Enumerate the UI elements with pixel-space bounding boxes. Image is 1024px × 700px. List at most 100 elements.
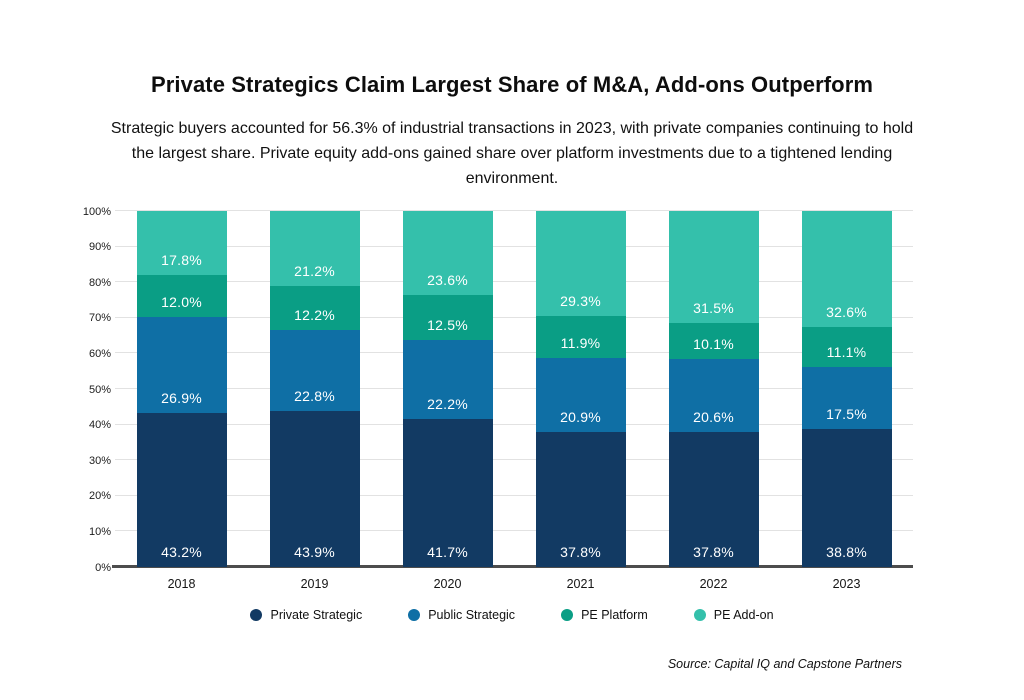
legend-dot-icon	[561, 609, 574, 621]
bar-segment-pe-add-on: 32.6%	[801, 211, 892, 328]
segment-value-label: 17.5%	[826, 405, 867, 422]
bar-segment-pe-platform: 10.1%	[668, 323, 759, 360]
bar-segment-pe-platform: 12.5%	[402, 295, 493, 340]
y-axis-tick-label: 30%	[88, 454, 111, 467]
legend-item-pe-platform: PE Platform	[561, 608, 648, 622]
legend-label: PE Add-on	[713, 608, 774, 622]
segment-value-label: 12.0%	[161, 294, 202, 311]
y-axis-tick-label: 0%	[95, 561, 111, 574]
segment-value-label: 38.8%	[826, 544, 867, 560]
plot-area: 0% 10% 20% 30% 40% 50% 60% 70% 80% 90% 100% 43.2% 26…	[83, 206, 913, 574]
segment-value-label: 22.2%	[427, 395, 468, 412]
segment-value-label: 20.9%	[560, 409, 601, 426]
segment-value-label: 22.8%	[294, 387, 335, 404]
segment-value-label: 12.2%	[294, 306, 335, 323]
segment-value-label: 10.1%	[693, 336, 734, 353]
y-axis-tick-label: 70%	[88, 312, 111, 325]
segment-value-label: 11.1%	[826, 343, 867, 360]
segment-value-label: 31.5%	[693, 300, 734, 317]
x-axis-label-2023: 2023	[832, 577, 861, 591]
gridline	[115, 352, 913, 354]
gridline	[115, 459, 913, 461]
chart-subtitle: Strategic buyers accounted for 56.3% of …	[110, 120, 914, 187]
chart-title: Private Strategics Claim Largest Share o…	[150, 72, 874, 97]
segment-value-label: 37.8%	[693, 544, 734, 560]
bar-group-2019: 43.9% 22.8% 12.2% 21.2%	[248, 211, 381, 567]
segment-value-label: 29.3%	[560, 292, 601, 309]
bar-segment-public-strategic: 17.5%	[801, 366, 892, 429]
segment-value-label: 43.2%	[161, 544, 202, 560]
x-axis-line	[112, 565, 913, 568]
gridline	[115, 494, 913, 496]
stacked-bar-2020: 41.7% 22.2% 12.5% 23.6%	[402, 211, 493, 567]
legend-label: Private Strategic	[270, 608, 363, 622]
bar-segment-private-strategic: 37.8%	[535, 432, 626, 567]
segment-value-label: 20.6%	[693, 409, 734, 426]
x-axis-label-2021: 2021	[566, 577, 595, 591]
bar-segment-pe-add-on: 31.5%	[668, 211, 759, 324]
bar-segment-private-strategic: 43.2%	[136, 413, 227, 567]
bar-segment-public-strategic: 22.2%	[402, 339, 493, 419]
y-axis-tick-label: 20%	[88, 490, 111, 503]
bar-segment-pe-add-on: 29.3%	[535, 211, 626, 316]
legend-item-pe-add-on: PE Add-on	[693, 608, 774, 622]
legend-item-public-strategic: Public Strategic	[408, 608, 515, 622]
gridline	[115, 210, 913, 211]
y-axis-tick-label: 100%	[82, 205, 111, 218]
bar-segment-pe-platform: 12.0%	[136, 274, 227, 318]
segment-value-label: 11.9%	[560, 335, 601, 352]
segment-value-label: 12.5%	[427, 316, 468, 333]
x-axis-label-2020: 2020	[433, 577, 462, 591]
legend-dot-icon	[693, 609, 706, 621]
legend: Private Strategic Public Strategic PE Plat…	[0, 608, 1024, 622]
gridline	[115, 281, 913, 283]
bar-segment-pe-platform: 11.1%	[801, 327, 892, 367]
gridline	[115, 245, 913, 247]
y-axis-tick-label: 80%	[88, 276, 111, 289]
bar-segment-pe-platform: 11.9%	[535, 315, 626, 359]
gridline	[115, 388, 913, 389]
legend-label: Public Strategic	[428, 608, 516, 622]
segment-value-label: 17.8%	[161, 251, 202, 268]
segment-value-label: 21.2%	[294, 263, 335, 280]
segment-value-label: 37.8%	[560, 544, 601, 560]
bar-segment-public-strategic: 22.8%	[269, 329, 360, 411]
legend-item-private-strategic: Private Strategic	[250, 608, 362, 622]
y-axis-tick-label: 40%	[88, 419, 111, 432]
segment-value-label: 23.6%	[427, 272, 468, 289]
segment-value-label: 43.9%	[294, 544, 335, 560]
bar-group-2022: 37.8% 20.6% 10.1% 31.5%	[647, 211, 780, 567]
segment-value-label: 32.6%	[826, 304, 867, 321]
stacked-bar-2018: 43.2% 26.9% 12.0% 17.8%	[136, 211, 227, 567]
bar-segment-private-strategic: 38.8%	[801, 428, 892, 567]
bar-segment-public-strategic: 26.9%	[136, 317, 227, 414]
x-axis-label-2019: 2019	[300, 577, 329, 591]
legend-dot-icon	[408, 609, 421, 621]
stacked-bar-2021: 37.8% 20.9% 11.9% 29.3%	[535, 211, 626, 567]
legend-label: PE Platform	[581, 608, 648, 622]
bar-group-2021: 37.8% 20.9% 11.9% 29.3%	[514, 211, 647, 567]
bar-group-2018: 43.2% 26.9% 12.0% 17.8%	[115, 211, 248, 567]
y-axis-tick-label: 60%	[88, 347, 111, 360]
gridline	[115, 530, 913, 532]
bar-segment-pe-add-on: 21.2%	[269, 211, 360, 287]
bar-segment-private-strategic: 37.8%	[668, 432, 759, 567]
gridline	[115, 423, 913, 425]
source-note: Source: Capital IQ and Capstone Partners	[667, 657, 902, 671]
stacked-bar-2019: 43.9% 22.8% 12.2% 21.2%	[269, 211, 360, 567]
bar-segment-public-strategic: 20.6%	[668, 359, 759, 433]
bar-segment-private-strategic: 41.7%	[402, 418, 493, 567]
bar-segment-pe-add-on: 23.6%	[402, 211, 493, 296]
y-axis-tick-label: 10%	[88, 525, 111, 538]
x-axis-label-2018: 2018	[167, 577, 196, 591]
bar-segment-pe-platform: 12.2%	[269, 286, 360, 330]
segment-value-label: 26.9%	[161, 390, 202, 407]
bar-group-2020: 41.7% 22.2% 12.5% 23.6%	[381, 211, 514, 567]
y-axis-tick-label: 90%	[88, 241, 111, 254]
gridline	[115, 316, 913, 318]
stacked-bar-2023: 38.8% 17.5% 11.1% 32.6%	[801, 211, 892, 567]
legend-dot-icon	[250, 609, 263, 621]
bar-group-2023: 38.8% 17.5% 11.1% 32.6%	[780, 211, 913, 567]
stacked-bar-2022: 37.8% 20.6% 10.1% 31.5%	[668, 211, 759, 567]
